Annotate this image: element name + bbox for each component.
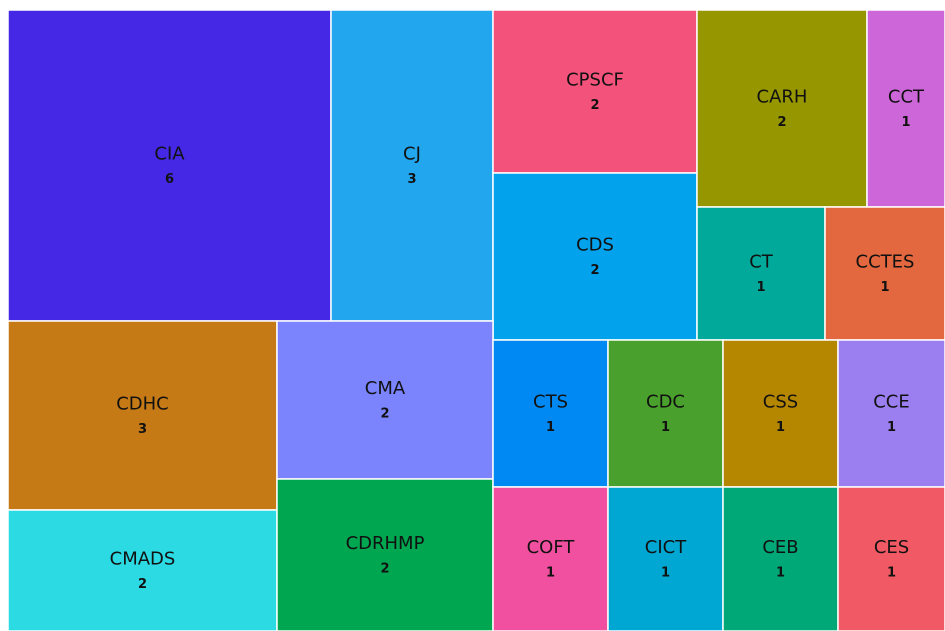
tile-value: 1 bbox=[880, 280, 889, 295]
tile bbox=[837, 486, 945, 631]
tile-label: CTS bbox=[533, 392, 568, 413]
tile-label: CPSCF bbox=[566, 70, 624, 91]
tile bbox=[7, 9, 332, 322]
tile-label: CMADS bbox=[110, 549, 176, 570]
tile-value: 1 bbox=[661, 566, 670, 581]
tile-value: 1 bbox=[776, 566, 785, 581]
tile-label: CES bbox=[874, 537, 909, 558]
tile bbox=[276, 478, 494, 631]
tile-label: CARH bbox=[757, 87, 808, 108]
tile-label: CMA bbox=[365, 378, 406, 399]
tile-label: CCE bbox=[873, 392, 910, 413]
tile bbox=[276, 320, 494, 480]
tile-value: 1 bbox=[756, 280, 765, 295]
tile-value: 1 bbox=[661, 420, 670, 435]
tile-value: 3 bbox=[138, 422, 147, 437]
tile-value: 1 bbox=[887, 420, 896, 435]
tile bbox=[330, 9, 494, 322]
tile-value: 1 bbox=[776, 420, 785, 435]
tile-value: 3 bbox=[407, 172, 416, 187]
tile bbox=[492, 9, 698, 174]
tile-value: 2 bbox=[590, 263, 599, 278]
tile bbox=[492, 339, 609, 488]
tile bbox=[722, 339, 839, 488]
tile bbox=[492, 486, 609, 631]
tile-value: 1 bbox=[546, 566, 555, 581]
tile-label: CEB bbox=[762, 537, 798, 558]
tile bbox=[492, 172, 698, 341]
tile bbox=[607, 339, 724, 488]
tile-value: 6 bbox=[165, 172, 174, 187]
tile-value: 1 bbox=[901, 115, 910, 130]
tile-value: 2 bbox=[777, 115, 786, 130]
tile-label: CICT bbox=[645, 537, 687, 558]
tile-label: CCTES bbox=[856, 252, 915, 273]
tile-label: CDHC bbox=[116, 394, 169, 415]
tile-label: CCT bbox=[888, 87, 925, 108]
tile-label: CDRHMP bbox=[346, 533, 425, 554]
tile bbox=[696, 206, 826, 341]
tile bbox=[824, 206, 945, 341]
tile-value: 2 bbox=[138, 577, 147, 592]
tile-value: 2 bbox=[590, 98, 599, 113]
tile-value: 1 bbox=[546, 420, 555, 435]
tile-label: CIA bbox=[154, 144, 185, 165]
tile-label: COFT bbox=[527, 537, 576, 558]
tile bbox=[7, 509, 278, 631]
tile-label: CSS bbox=[763, 392, 798, 413]
tile-value: 2 bbox=[380, 562, 389, 577]
tile bbox=[866, 9, 945, 208]
tile-label: CJ bbox=[403, 144, 421, 165]
tile bbox=[696, 9, 868, 208]
tile-label: CDS bbox=[576, 235, 614, 256]
tile-label: CDC bbox=[646, 392, 685, 413]
tile bbox=[722, 486, 839, 631]
tile-value: 1 bbox=[887, 566, 896, 581]
tile bbox=[607, 486, 724, 631]
tile bbox=[7, 320, 278, 511]
tile-label: CT bbox=[749, 252, 774, 273]
tile bbox=[837, 339, 945, 488]
tile-value: 2 bbox=[380, 407, 389, 422]
